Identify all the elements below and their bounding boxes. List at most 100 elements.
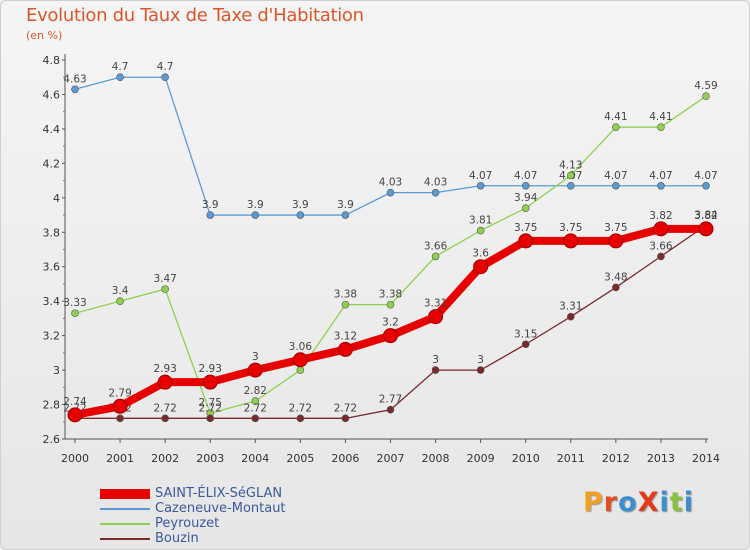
data-label: 4.07 (694, 170, 717, 182)
data-label: 2.75 (199, 397, 222, 409)
logo-letter: i (683, 487, 694, 518)
x-tick-label: 2003 (196, 452, 224, 465)
data-label: 3.47 (153, 273, 176, 285)
logo-letter: P (583, 487, 604, 518)
data-point (653, 221, 669, 237)
y-tick-label: 3.4 (43, 295, 61, 308)
x-tick-label: 2007 (377, 452, 405, 465)
data-label: 4.59 (694, 80, 717, 92)
data-label: 3.75 (604, 222, 627, 234)
data-point (292, 352, 308, 368)
x-tick-label: 2008 (422, 452, 450, 465)
data-point (428, 309, 444, 325)
data-label: 4.07 (649, 170, 672, 182)
data-point (518, 233, 534, 249)
data-label: 2.74 (63, 396, 87, 408)
data-point (566, 312, 575, 321)
data-point (657, 181, 665, 190)
legend-label: SAINT-ÉLIX-SéGLAN (155, 486, 283, 501)
legend-swatch (100, 508, 150, 510)
data-label: 3.9 (247, 199, 264, 211)
data-point (473, 259, 489, 275)
data-label: 2.79 (108, 387, 131, 399)
data-point (612, 283, 620, 292)
data-label: 3.84 (694, 209, 718, 221)
y-tick-label: 3.2 (43, 330, 61, 343)
logo-letter: X (637, 487, 660, 518)
data-label: 3 (432, 354, 439, 366)
data-point (521, 340, 530, 349)
data-label: 3.33 (63, 297, 86, 309)
data-label: 4.03 (379, 177, 402, 189)
x-tick-label: 2000 (61, 452, 89, 465)
data-point (251, 414, 260, 423)
data-point (112, 398, 128, 414)
data-point (157, 374, 173, 390)
data-point (116, 73, 124, 82)
x-tick-label: 2006 (331, 452, 359, 465)
y-tick-label: 2.8 (43, 399, 61, 412)
data-point (431, 252, 440, 261)
data-label: 3.75 (559, 222, 582, 234)
y-tick-label: 4.2 (43, 157, 61, 170)
data-label: 4.07 (469, 170, 492, 182)
y-tick-label: 4.4 (43, 123, 61, 136)
y-tick-label: 2.6 (43, 433, 61, 446)
data-point (206, 414, 215, 423)
data-point (386, 300, 395, 309)
logo-letter: r (603, 487, 619, 518)
data-point (702, 181, 710, 190)
data-label: 3 (477, 354, 484, 366)
x-tick-label: 2012 (602, 452, 630, 465)
x-tick-label: 2011 (557, 452, 585, 465)
data-label: 4.63 (63, 73, 86, 85)
chart-title: Evolution du Taux de Taxe d'Habitation (26, 5, 364, 26)
data-point (71, 309, 79, 318)
data-point (521, 181, 530, 190)
data-point (566, 181, 575, 190)
data-point (476, 366, 485, 374)
x-tick-label: 2010 (512, 452, 540, 465)
data-point (521, 204, 530, 212)
data-label: 4.41 (649, 111, 672, 123)
data-label: 4.7 (157, 61, 174, 73)
data-point (296, 366, 305, 374)
data-label: 4.07 (514, 170, 537, 182)
data-point (386, 405, 395, 414)
data-point (251, 397, 260, 405)
data-point (657, 123, 665, 131)
data-point (341, 300, 350, 309)
data-label: 3.48 (604, 271, 627, 283)
data-point (337, 341, 353, 357)
data-point (476, 181, 485, 190)
legend-label: Bouzin (155, 531, 199, 546)
data-point (431, 366, 440, 374)
data-label: 2.72 (199, 402, 222, 414)
data-point (702, 92, 710, 100)
data-point (383, 328, 398, 344)
legend-swatch (100, 538, 150, 540)
data-label: 3.66 (649, 240, 673, 252)
data-point (296, 211, 305, 219)
data-point (71, 85, 79, 94)
data-label: 3.66 (424, 240, 448, 252)
data-point (161, 285, 169, 293)
data-point (116, 297, 124, 305)
data-point (608, 233, 624, 249)
data-point (612, 181, 620, 190)
data-point (67, 407, 83, 423)
data-label: 3.9 (337, 199, 354, 211)
data-label: 2.82 (244, 385, 267, 397)
data-label: 2.72 (334, 402, 357, 414)
data-point (612, 123, 620, 131)
logo-letter: o (618, 487, 638, 518)
data-label: 4.03 (424, 177, 447, 189)
data-point (698, 221, 714, 237)
data-label: 2.72 (289, 402, 312, 414)
data-point (431, 188, 440, 197)
logo-letter: t (669, 487, 684, 518)
data-label: 3.38 (334, 289, 357, 301)
data-point (296, 414, 305, 423)
